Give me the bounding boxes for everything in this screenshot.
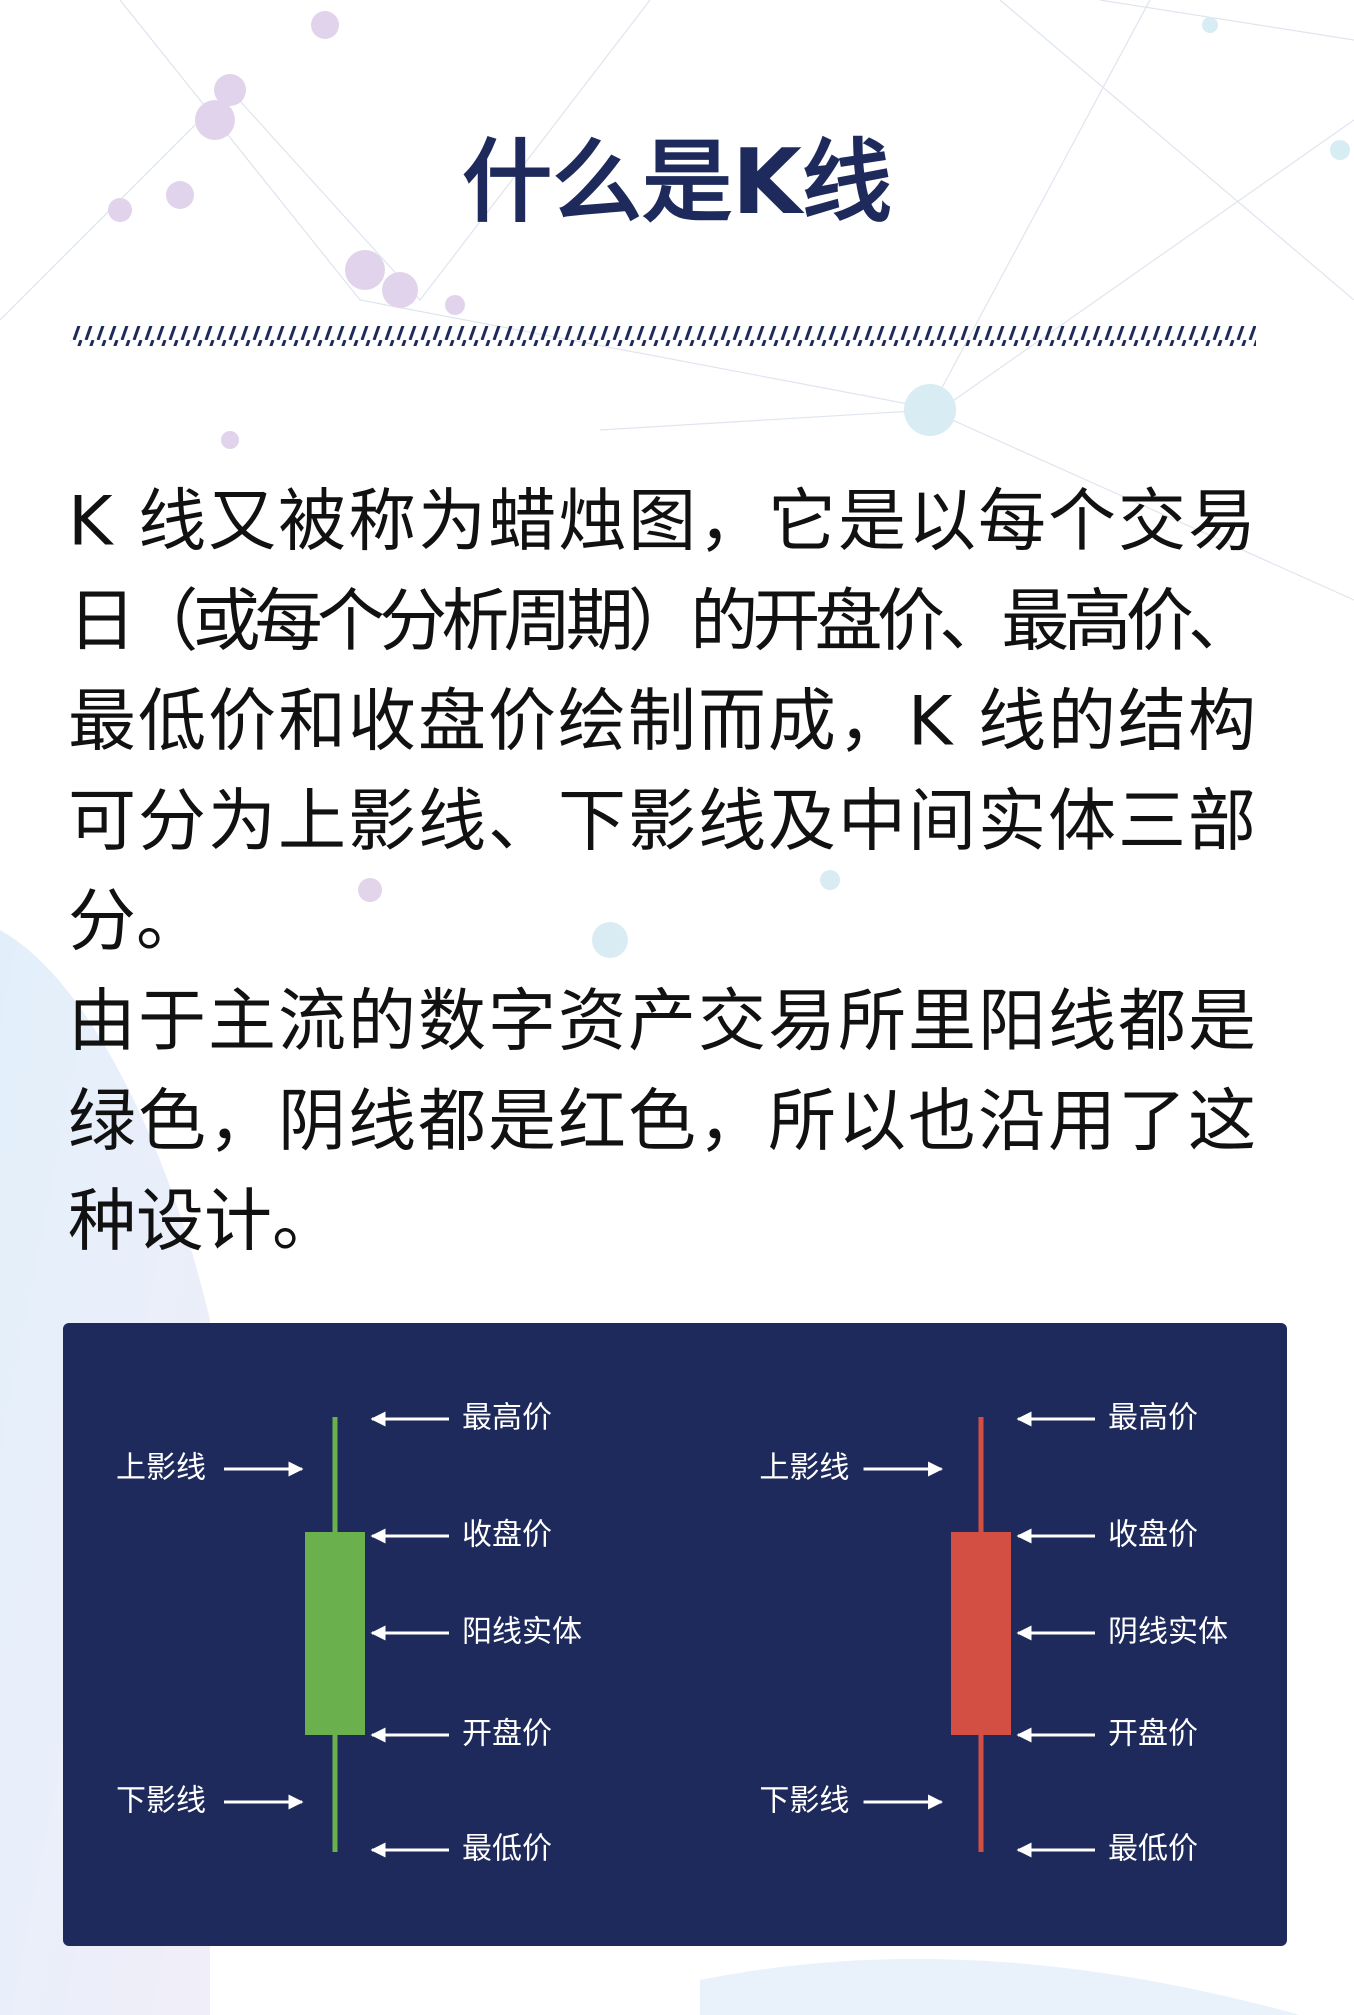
label: 阴线实体 xyxy=(1108,1615,1228,1650)
paragraph-line: 由于主流的数字资产交易所里阳线都是 xyxy=(68,983,1256,1062)
label: 最低价 xyxy=(462,1832,552,1867)
paragraph-line: 绿色，阴线都是红色，所以也沿用了这 xyxy=(68,1083,1256,1162)
paragraph-line: 种设计。 xyxy=(68,1183,340,1262)
divider xyxy=(70,326,1256,346)
diagram-panel xyxy=(63,1323,1287,1946)
paragraph-line: 最低价和收盘价绘制而成，K 线的结构 xyxy=(68,683,1256,762)
label: 最低价 xyxy=(1108,1832,1198,1867)
label: 开盘价 xyxy=(1108,1717,1198,1752)
paragraph-line: K 线又被称为蜡烛图，它是以每个交易 xyxy=(68,483,1256,562)
label: 上影线 xyxy=(116,1451,206,1486)
label: 开盘价 xyxy=(462,1717,552,1752)
paragraph-line: 可分为上影线、下影线及中间实体三部 xyxy=(68,783,1256,862)
label: 收盘价 xyxy=(1108,1518,1198,1553)
label: 下影线 xyxy=(116,1784,206,1819)
title: 什么是K线 xyxy=(462,130,892,235)
label: 上影线 xyxy=(759,1451,849,1486)
paragraph-line: 分。 xyxy=(68,883,204,962)
body-text: K 线又被称为蜡烛图，它是以每个交易日（或每个分析周期）的开盘价、最高价、最低价… xyxy=(68,483,1256,1262)
label: 阳线实体 xyxy=(462,1615,582,1650)
label: 最高价 xyxy=(1108,1401,1198,1436)
candle-body xyxy=(951,1532,1011,1735)
label: 下影线 xyxy=(759,1784,849,1819)
paragraph-line: 日（或每个分析周期）的开盘价、最高价、 xyxy=(68,583,1256,662)
label: 收盘价 xyxy=(462,1518,552,1553)
candle-body xyxy=(305,1532,365,1735)
label: 最高价 xyxy=(462,1401,552,1436)
